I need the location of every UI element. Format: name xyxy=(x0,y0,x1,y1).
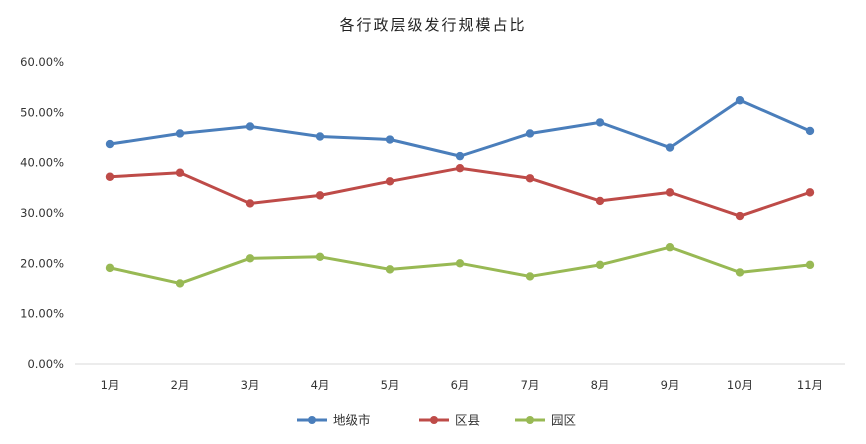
series-1 xyxy=(105,164,815,221)
data-point xyxy=(525,174,535,183)
series-line xyxy=(108,98,812,158)
data-point xyxy=(105,139,115,149)
data-point xyxy=(385,265,395,274)
data-point xyxy=(595,260,605,270)
data-point xyxy=(525,272,535,281)
y-tick-label: 10.00% xyxy=(20,307,64,321)
data-point xyxy=(105,263,115,273)
legend-marker xyxy=(308,416,316,424)
data-point xyxy=(595,196,605,206)
data-point xyxy=(665,243,675,252)
y-tick-label: 0.00% xyxy=(27,357,64,371)
data-point xyxy=(245,199,255,208)
data-point xyxy=(735,96,745,105)
data-point xyxy=(735,211,745,221)
x-tick-label: 11月 xyxy=(797,378,823,392)
y-tick-label: 60.00% xyxy=(20,55,64,69)
y-tick-label: 40.00% xyxy=(20,156,64,170)
data-point xyxy=(805,188,815,197)
data-point xyxy=(315,191,325,200)
data-point xyxy=(385,177,395,186)
x-tick-label: 9月 xyxy=(661,378,680,392)
data-point xyxy=(175,129,185,138)
legend-item: 地级市 xyxy=(297,413,371,428)
data-point xyxy=(245,254,255,263)
legend-marker xyxy=(526,416,534,424)
legend: 地级市 区县 园区 xyxy=(297,413,576,428)
data-point xyxy=(385,135,395,144)
x-tick-label: 3月 xyxy=(241,378,260,392)
y-tick-label: 20.00% xyxy=(20,256,64,270)
legend-label: 园区 xyxy=(551,413,576,428)
series-layer xyxy=(105,96,815,288)
data-point xyxy=(665,188,675,197)
y-tick-label: 30.00% xyxy=(20,206,64,220)
data-point xyxy=(315,252,325,261)
x-tick-label: 10月 xyxy=(727,378,753,392)
data-point xyxy=(315,132,325,141)
series-0 xyxy=(105,96,815,161)
legend-item: 区县 xyxy=(419,413,480,428)
x-tick-label: 2月 xyxy=(171,378,190,392)
data-point xyxy=(175,279,185,288)
x-tick-label: 1月 xyxy=(101,378,120,392)
x-tick-label: 4月 xyxy=(311,378,330,392)
data-point xyxy=(175,168,185,177)
data-point xyxy=(805,260,815,270)
y-tick-label: 50.00% xyxy=(20,105,64,119)
data-point xyxy=(665,143,675,152)
data-point xyxy=(735,268,745,277)
data-point xyxy=(245,122,255,131)
x-tick-label: 8月 xyxy=(591,378,610,392)
legend-marker xyxy=(430,416,438,424)
data-point xyxy=(455,151,465,161)
data-point xyxy=(455,164,465,173)
x-tick-label: 6月 xyxy=(451,378,470,392)
x-tick-label: 7月 xyxy=(521,378,540,392)
series-2 xyxy=(105,243,815,288)
data-point xyxy=(805,126,815,136)
chart-title: 各行政层级发行规模占比 xyxy=(339,16,527,34)
series-line xyxy=(108,166,812,218)
legend-item: 园区 xyxy=(515,413,576,428)
data-point xyxy=(525,129,535,138)
axes: 0.00% 10.00% 20.00% 30.00% 40.00% 50.00% 60.00… xyxy=(20,55,845,392)
data-point xyxy=(595,118,605,127)
x-tick-label: 5月 xyxy=(381,378,400,392)
legend-label: 地级市 xyxy=(333,413,371,428)
data-point xyxy=(105,172,115,181)
legend-label: 区县 xyxy=(455,413,480,428)
data-point xyxy=(455,259,465,268)
